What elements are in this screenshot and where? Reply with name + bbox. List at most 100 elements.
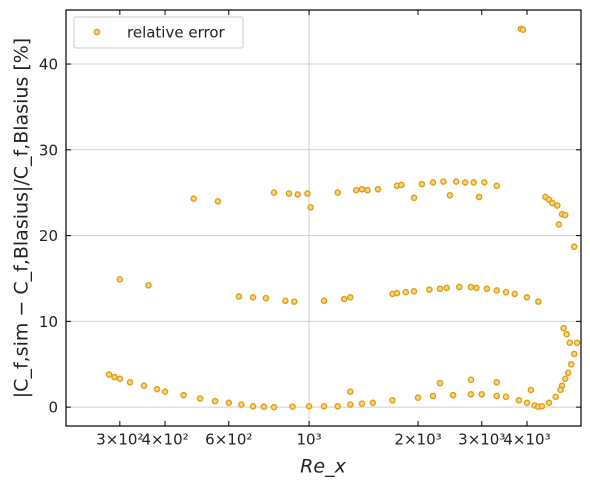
data-point (519, 26, 527, 34)
data-point (305, 402, 313, 410)
y-tick-label: 30 (39, 141, 58, 159)
data-point (262, 294, 270, 302)
data-point (493, 182, 501, 190)
data-point (260, 403, 268, 411)
data-point (304, 190, 311, 197)
data-point (249, 294, 257, 301)
data-point (573, 339, 581, 347)
data-point (402, 288, 410, 296)
data-point (552, 393, 559, 401)
data-point (475, 193, 483, 201)
x-tick-label: 3×10² (96, 431, 143, 449)
data-point (467, 376, 475, 383)
data-point (320, 297, 328, 305)
y-tick-label: 40 (39, 56, 58, 74)
data-point (238, 401, 245, 408)
data-point (410, 288, 418, 295)
data-point (493, 378, 501, 386)
data-point (557, 386, 564, 394)
data-point (502, 288, 510, 296)
data-point (515, 396, 523, 404)
data-point (105, 371, 113, 378)
data-point (527, 386, 535, 394)
plot-area (66, 10, 581, 426)
data-point (249, 402, 257, 410)
data-point (566, 339, 574, 347)
data-point (116, 375, 124, 383)
data-point (282, 297, 289, 305)
data-point (553, 202, 561, 209)
data-point (426, 286, 433, 293)
data-point (467, 283, 475, 291)
data-point (270, 403, 278, 411)
data-point (563, 330, 571, 338)
data-point (320, 402, 328, 410)
data-point (111, 373, 118, 381)
data-point (340, 295, 348, 303)
data-point (570, 243, 578, 251)
data-point (440, 178, 447, 185)
data-point (446, 191, 454, 199)
data-point (567, 360, 575, 368)
data-point (493, 287, 501, 294)
data-point (436, 379, 444, 387)
x-tick-label: 10³ (297, 431, 322, 449)
data-point (145, 282, 152, 289)
data-point (473, 284, 480, 292)
legend-box (73, 16, 244, 49)
data-point (410, 194, 418, 202)
data-point (389, 396, 396, 404)
data-point (467, 390, 475, 398)
data-point (481, 179, 488, 186)
x-tick-label: 4×10³ (503, 431, 550, 449)
data-point (374, 185, 382, 193)
y-tick-label: 10 (39, 313, 58, 331)
data-point (511, 290, 519, 298)
data-point (449, 391, 457, 399)
data-point (470, 179, 478, 186)
data-point (502, 393, 510, 401)
data-point (561, 211, 569, 219)
data-point (347, 401, 354, 408)
data-point (225, 399, 233, 407)
data-point (334, 402, 342, 410)
x-tick-label: 4×10² (141, 431, 188, 449)
data-point (429, 392, 437, 400)
data-point (570, 350, 578, 358)
data-point (190, 195, 198, 203)
data-point (393, 289, 401, 297)
data-point (560, 324, 567, 332)
data-point (289, 403, 296, 411)
data-point (358, 400, 366, 407)
data-point (347, 294, 354, 301)
data-point (483, 285, 491, 293)
data-point (478, 390, 486, 398)
data-point (452, 178, 460, 185)
data-point (196, 395, 204, 402)
y-axis-label: |C_f,sim − C_f,Blasius|/C_f,Blasius [%] (11, 38, 33, 398)
data-point (153, 385, 161, 393)
data-point (549, 199, 556, 207)
data-point (270, 189, 278, 196)
data-point (294, 191, 301, 198)
data-point (535, 298, 542, 305)
data-point (436, 285, 444, 293)
data-point (211, 397, 219, 405)
data-point (564, 369, 572, 377)
data-point (285, 190, 293, 197)
data-point (140, 382, 148, 389)
data-point (429, 179, 437, 186)
data-point (352, 186, 360, 194)
x-tick-label: 3×10³ (458, 431, 505, 449)
data-point (461, 179, 469, 186)
data-point (161, 388, 169, 395)
data-point (290, 298, 298, 305)
data-point (358, 185, 366, 193)
data-point (538, 402, 546, 410)
data-point (561, 375, 569, 383)
y-tick-label: 20 (39, 227, 58, 245)
data-point (418, 180, 426, 188)
legend: relative error (73, 16, 244, 49)
